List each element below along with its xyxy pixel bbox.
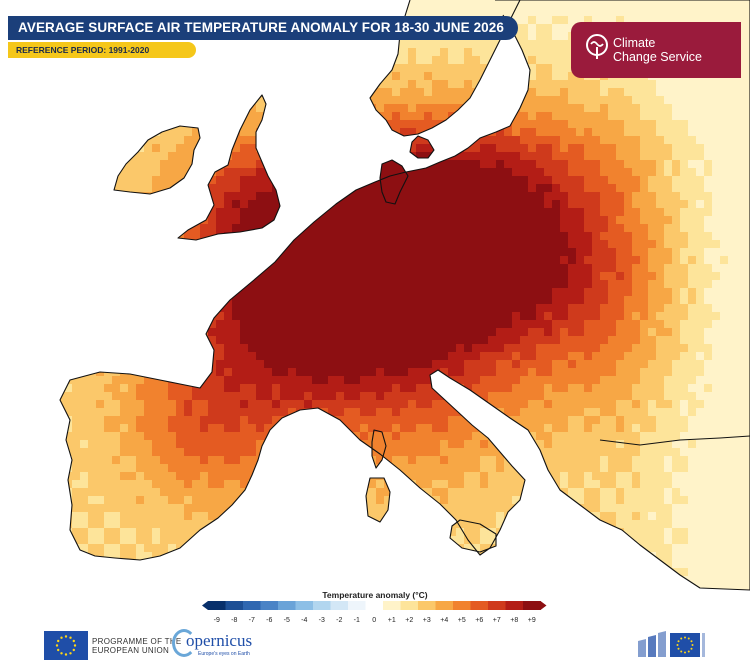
legend-swatch <box>453 601 471 610</box>
european-commission-logo <box>636 627 712 661</box>
legend-swatch <box>366 601 384 610</box>
legend-max-arrow <box>541 601 547 610</box>
legend-swatch <box>261 601 279 610</box>
legend-swatch <box>296 601 314 610</box>
eu-line1: PROGRAMME OF THE <box>92 637 182 646</box>
copernicus-logo: opernicus Europe's eyes on Earth <box>172 629 262 661</box>
legend-swatch <box>506 601 524 610</box>
legend-swatch <box>278 601 296 610</box>
legend-tick: +9 <box>522 617 542 624</box>
climate-change-service-logo: Climate Change Service <box>571 22 741 78</box>
legend-swatch <box>208 601 226 610</box>
legend-swatch <box>348 601 366 610</box>
eu-line2: EUROPEAN UNION <box>92 646 182 655</box>
legend-swatch <box>418 601 436 610</box>
legend-swatch <box>226 601 244 610</box>
copernicus-tagline: Europe's eyes on Earth <box>198 651 250 657</box>
legend-swatch <box>471 601 489 610</box>
map-title: AVERAGE SURFACE AIR TEMPERATURE ANOMALY … <box>8 16 518 40</box>
copernicus-wordmark: opernicus <box>186 631 252 651</box>
c3s-thermometer-icon <box>585 33 609 63</box>
legend-swatch <box>383 601 401 610</box>
legend-title: Temperature anomaly (°C) <box>0 590 750 600</box>
legend-swatch <box>488 601 506 610</box>
c3s-line2: Change Service <box>613 50 702 64</box>
legend-swatch <box>436 601 454 610</box>
c3s-line1: Climate <box>613 36 702 50</box>
legend-colorbar <box>202 601 547 610</box>
eu-programme-label: PROGRAMME OF THE EUROPEAN UNION <box>92 637 182 655</box>
legend-swatch <box>313 601 331 610</box>
legend-swatch <box>523 601 541 610</box>
legend-swatch <box>401 601 419 610</box>
eu-flag-icon <box>44 631 88 660</box>
legend-min-arrow <box>202 601 208 610</box>
reference-period-label: REFERENCE PERIOD: 1991-2020 <box>8 42 196 58</box>
legend-swatch <box>243 601 261 610</box>
legend-swatch <box>331 601 349 610</box>
temperature-anomaly-field <box>40 0 750 601</box>
